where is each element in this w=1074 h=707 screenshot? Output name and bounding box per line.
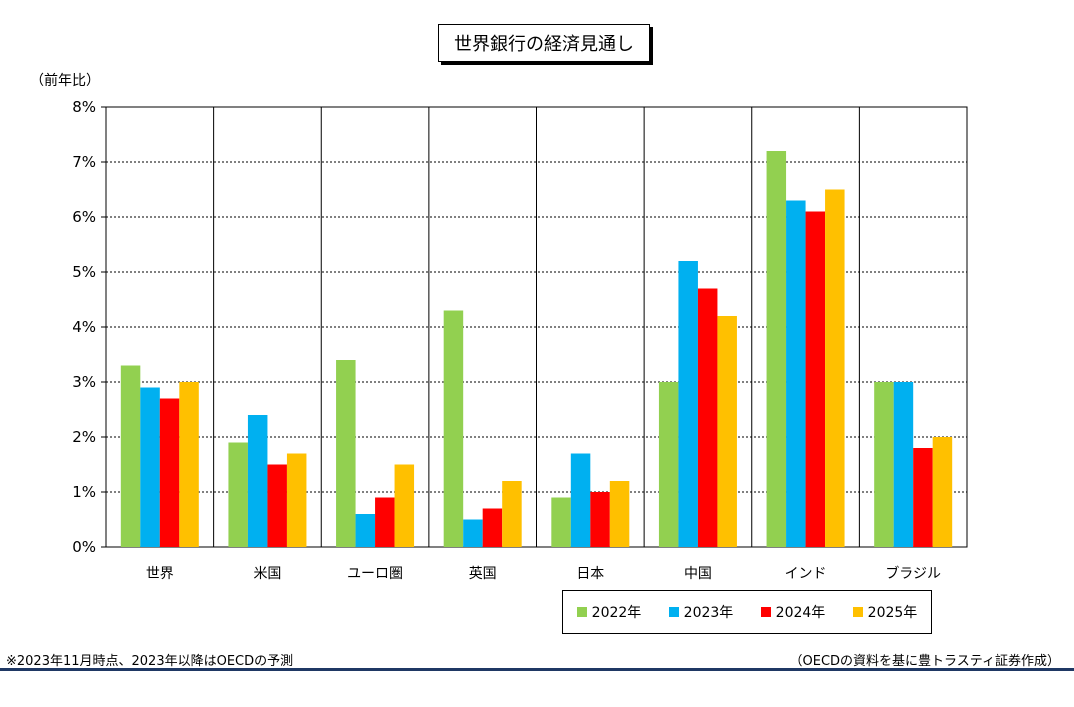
bar xyxy=(355,514,376,547)
y-axis-unit-label: （前年比） xyxy=(30,73,100,89)
bar xyxy=(286,453,307,547)
bar xyxy=(159,398,180,547)
x-tick-label: インド xyxy=(785,566,827,582)
legend-label-2022: 2022年 xyxy=(591,605,642,621)
bar xyxy=(551,497,571,547)
bar xyxy=(179,382,199,547)
x-tick-label: 中国 xyxy=(684,566,712,582)
y-tick-label: 2% xyxy=(72,428,96,446)
bar xyxy=(697,288,718,547)
bar xyxy=(375,497,395,547)
legend-item-2022: 2022年 xyxy=(576,602,642,622)
source-note: （OECDの資料を基に豊トラスティ証券作成） xyxy=(789,654,1061,669)
chart-title-text: 世界銀行の経済見通し xyxy=(454,34,634,55)
footnote: ※2023年11月時点、2023年以降はOECDの予測 xyxy=(6,654,294,669)
bar xyxy=(678,261,698,547)
bar xyxy=(609,481,630,547)
legend: 2022年 2023年 2024年 2025年 xyxy=(562,590,932,634)
bar xyxy=(913,448,933,547)
legend-item-2023: 2023年 xyxy=(668,602,734,622)
bar xyxy=(893,382,914,547)
legend-label-2024: 2024年 xyxy=(775,605,826,621)
bar xyxy=(932,437,953,547)
legend-swatch-2023 xyxy=(668,607,679,617)
bar xyxy=(140,387,160,547)
bar xyxy=(228,442,248,547)
x-tick-label: 英国 xyxy=(469,565,497,582)
y-tick-label: 6% xyxy=(72,208,96,226)
y-tick-label: 5% xyxy=(72,263,96,281)
legend-item-2025: 2025年 xyxy=(852,602,918,622)
bar xyxy=(502,481,522,547)
y-tick-label: 1% xyxy=(72,483,96,501)
legend-swatch-2024 xyxy=(760,607,771,617)
x-tick-label: 日本 xyxy=(576,566,604,582)
legend-swatch-2025 xyxy=(852,607,863,617)
bar xyxy=(267,464,287,547)
bar xyxy=(825,189,845,547)
bar xyxy=(874,382,894,547)
bar xyxy=(805,211,826,547)
legend-label-2023: 2023年 xyxy=(683,605,734,621)
x-tick-label: ユーロ圏 xyxy=(347,566,403,582)
bar xyxy=(394,464,415,547)
x-tick-label: ブラジル xyxy=(885,565,941,582)
x-tick-label: 世界 xyxy=(146,566,174,582)
x-tick-label: 米国 xyxy=(253,566,281,582)
legend-swatch-2022 xyxy=(576,607,587,617)
bar xyxy=(336,360,356,547)
bar xyxy=(717,316,737,547)
legend-item-2024: 2024年 xyxy=(760,602,826,622)
bar xyxy=(247,415,268,547)
chart-title: 世界銀行の経済見通し xyxy=(438,24,650,62)
y-tick-label: 8% xyxy=(72,98,96,116)
bar xyxy=(482,508,503,547)
y-tick-label: 7% xyxy=(72,153,96,171)
y-tick-label: 0% xyxy=(72,538,96,556)
bar xyxy=(120,365,141,547)
legend-label-2025: 2025年 xyxy=(867,605,918,621)
y-tick-label: 3% xyxy=(72,373,96,391)
bar xyxy=(590,492,610,547)
y-tick-label: 4% xyxy=(72,318,96,336)
bar xyxy=(443,310,464,547)
bar xyxy=(766,151,787,547)
bar xyxy=(463,519,483,547)
bar xyxy=(786,200,806,547)
bar xyxy=(570,453,591,547)
bar xyxy=(658,382,679,547)
bottom-divider xyxy=(0,668,1074,671)
